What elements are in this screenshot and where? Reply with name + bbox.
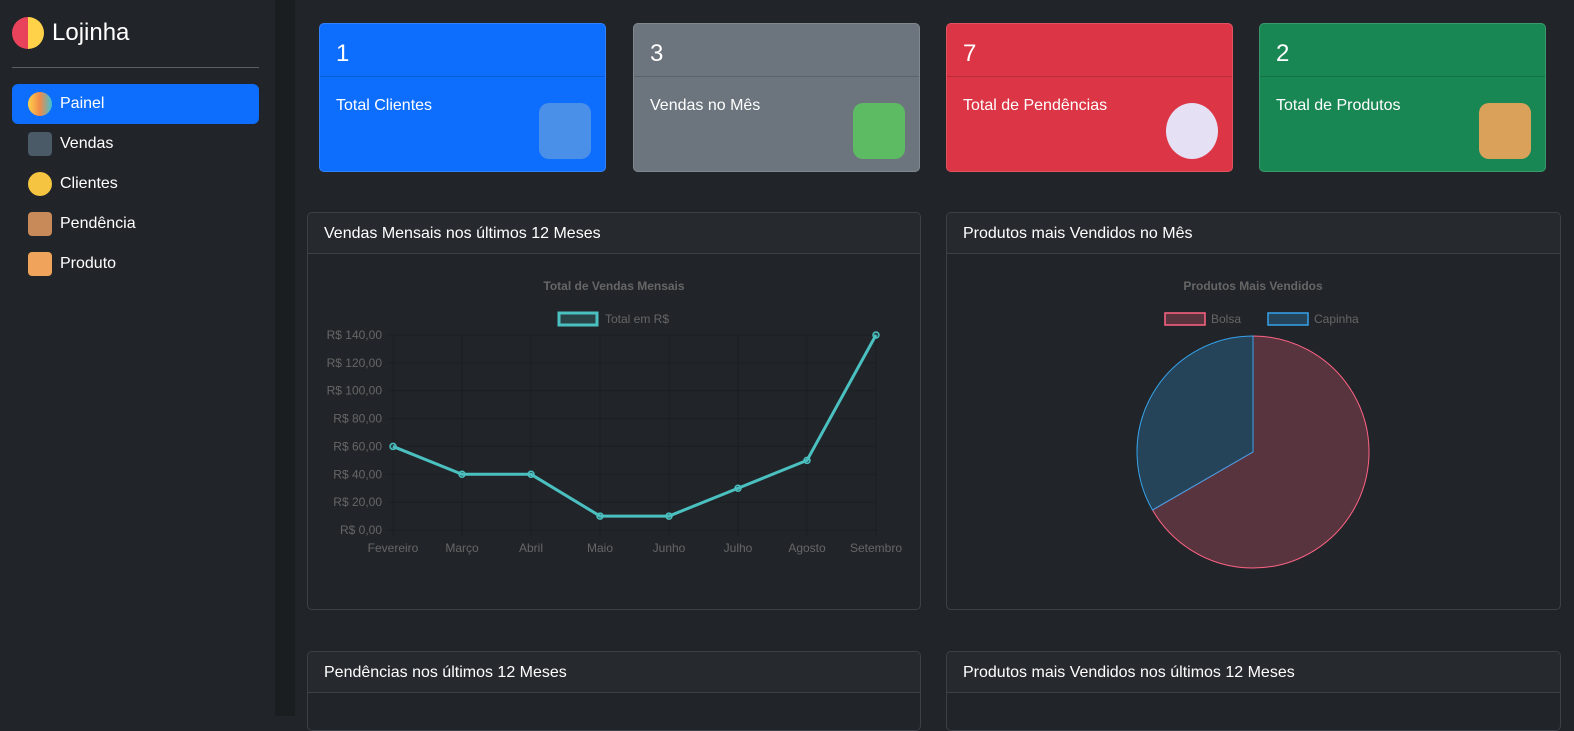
divider bbox=[12, 67, 259, 68]
x-tick-label: Fevereiro bbox=[368, 541, 419, 555]
y-tick-label: R$ 120,00 bbox=[327, 356, 383, 370]
sidebar-item-vendas[interactable]: Vendas bbox=[12, 124, 259, 164]
data-point bbox=[803, 456, 811, 465]
sidebar-item-pendencia[interactable]: Pendência bbox=[12, 204, 259, 244]
panel-title: Pendências nos últimos 12 Meses bbox=[308, 652, 920, 693]
y-tick-label: R$ 20,00 bbox=[333, 495, 382, 509]
card-label: Total Clientes bbox=[336, 97, 433, 114]
legend-swatch bbox=[557, 311, 599, 327]
card-vendas-mes[interactable]: 3 Vendas no Mês bbox=[633, 23, 920, 172]
card-total-pendencias[interactable]: 7 Total de Pendências bbox=[946, 23, 1233, 172]
card-label: Vendas no Mês bbox=[650, 97, 761, 114]
data-point bbox=[596, 512, 604, 520]
panel-pendencias: Pendências nos últimos 12 Meses bbox=[307, 651, 921, 731]
y-tick-label: R$ 140,00 bbox=[327, 328, 383, 342]
panel-title: Produtos mais Vendidos no Mês bbox=[947, 213, 1560, 254]
legend-label: Bolsa bbox=[1211, 312, 1241, 326]
brand-name: Lojinha bbox=[52, 19, 130, 46]
sidebar-item-clientes[interactable]: Clientes bbox=[12, 164, 259, 204]
panel-title: Vendas Mensais nos últimos 12 Meses bbox=[308, 213, 920, 254]
x-tick-label: Setembro bbox=[850, 541, 902, 555]
legend-swatch bbox=[1164, 312, 1206, 326]
x-tick-label: Agosto bbox=[788, 541, 826, 555]
clients-icon bbox=[28, 172, 52, 196]
chart-title: Produtos Mais Vendidos bbox=[1183, 279, 1323, 293]
chart-title: Total de Vendas Mensais bbox=[543, 279, 684, 293]
data-point bbox=[458, 470, 466, 479]
card-value: 2 bbox=[1260, 24, 1545, 77]
businessman-icon bbox=[539, 103, 591, 159]
data-point bbox=[389, 442, 397, 451]
panel-produtos-12-meses: Produtos mais Vendidos nos últimos 12 Me… bbox=[946, 651, 1561, 731]
x-tick-label: Abril bbox=[519, 541, 543, 555]
sidebar: Lojinha Painel Vendas Clientes Pendência… bbox=[0, 0, 275, 716]
x-tick-label: Maio bbox=[587, 541, 613, 555]
y-tick-label: R$ 100,00 bbox=[327, 384, 383, 398]
card-value: 3 bbox=[634, 24, 919, 77]
sidebar-item-label: Painel bbox=[60, 95, 105, 112]
pie-slice-bolsa bbox=[1151, 335, 1370, 569]
series-line bbox=[392, 334, 878, 518]
x-tick-label: Março bbox=[445, 541, 479, 555]
legend-label: Capinha bbox=[1314, 312, 1359, 326]
x-tick-label: Junho bbox=[653, 541, 686, 555]
legend-swatch bbox=[1267, 312, 1309, 326]
panel-title: Produtos mais Vendidos nos últimos 12 Me… bbox=[947, 652, 1560, 693]
line-chart: Total de Vendas Mensais Total em R$ R$ 0,0… bbox=[327, 279, 903, 555]
x-circle-icon bbox=[1166, 103, 1218, 159]
card-label: Total de Pendências bbox=[963, 97, 1108, 114]
sidebar-item-label: Clientes bbox=[60, 175, 118, 192]
shopping-bag-icon bbox=[12, 17, 44, 49]
data-point bbox=[734, 484, 742, 492]
sidebar-item-produto[interactable]: Produto bbox=[12, 244, 259, 284]
card-value: 1 bbox=[320, 24, 605, 77]
money-icon bbox=[853, 103, 905, 159]
data-point bbox=[527, 470, 535, 479]
brand[interactable]: Lojinha bbox=[12, 17, 129, 49]
y-tick-label: R$ 0,00 bbox=[340, 523, 382, 537]
sidebar-nav: Painel Vendas Clientes Pendência Produto bbox=[12, 84, 259, 284]
panel-vendas-mensais: Vendas Mensais nos últimos 12 Meses Tota… bbox=[307, 212, 921, 610]
card-value: 7 bbox=[947, 24, 1232, 77]
card-machine-icon bbox=[28, 132, 52, 156]
package-hand-icon bbox=[28, 252, 52, 276]
card-total-produtos[interactable]: 2 Total de Produtos bbox=[1259, 23, 1546, 172]
data-point bbox=[872, 331, 880, 339]
card-total-clientes[interactable]: 1 Total Clientes bbox=[319, 23, 606, 172]
pie-chart: Produtos Mais Vendidos Bolsa Capinha bbox=[1136, 279, 1370, 569]
sidebar-item-label: Vendas bbox=[60, 135, 114, 152]
x-tick-label: Julho bbox=[724, 541, 753, 555]
sidebar-item-label: Pendência bbox=[60, 215, 136, 232]
clipboard-clock-icon bbox=[28, 212, 52, 236]
dashboard-icon bbox=[28, 92, 52, 116]
box-icon bbox=[1479, 103, 1531, 159]
y-tick-label: R$ 40,00 bbox=[333, 467, 382, 481]
panel-produtos-mes: Produtos mais Vendidos no Mês Produtos M… bbox=[946, 212, 1561, 610]
pie-slice-capinha bbox=[1136, 335, 1254, 511]
card-label: Total de Produtos bbox=[1276, 97, 1401, 114]
y-tick-label: R$ 60,00 bbox=[333, 439, 382, 453]
sidebar-resize-gutter bbox=[275, 0, 295, 716]
y-tick-label: R$ 80,00 bbox=[333, 412, 382, 426]
legend-label: Total em R$ bbox=[605, 312, 669, 326]
sidebar-item-label: Produto bbox=[60, 255, 117, 272]
data-point bbox=[665, 512, 673, 520]
sidebar-item-painel[interactable]: Painel bbox=[12, 84, 259, 124]
